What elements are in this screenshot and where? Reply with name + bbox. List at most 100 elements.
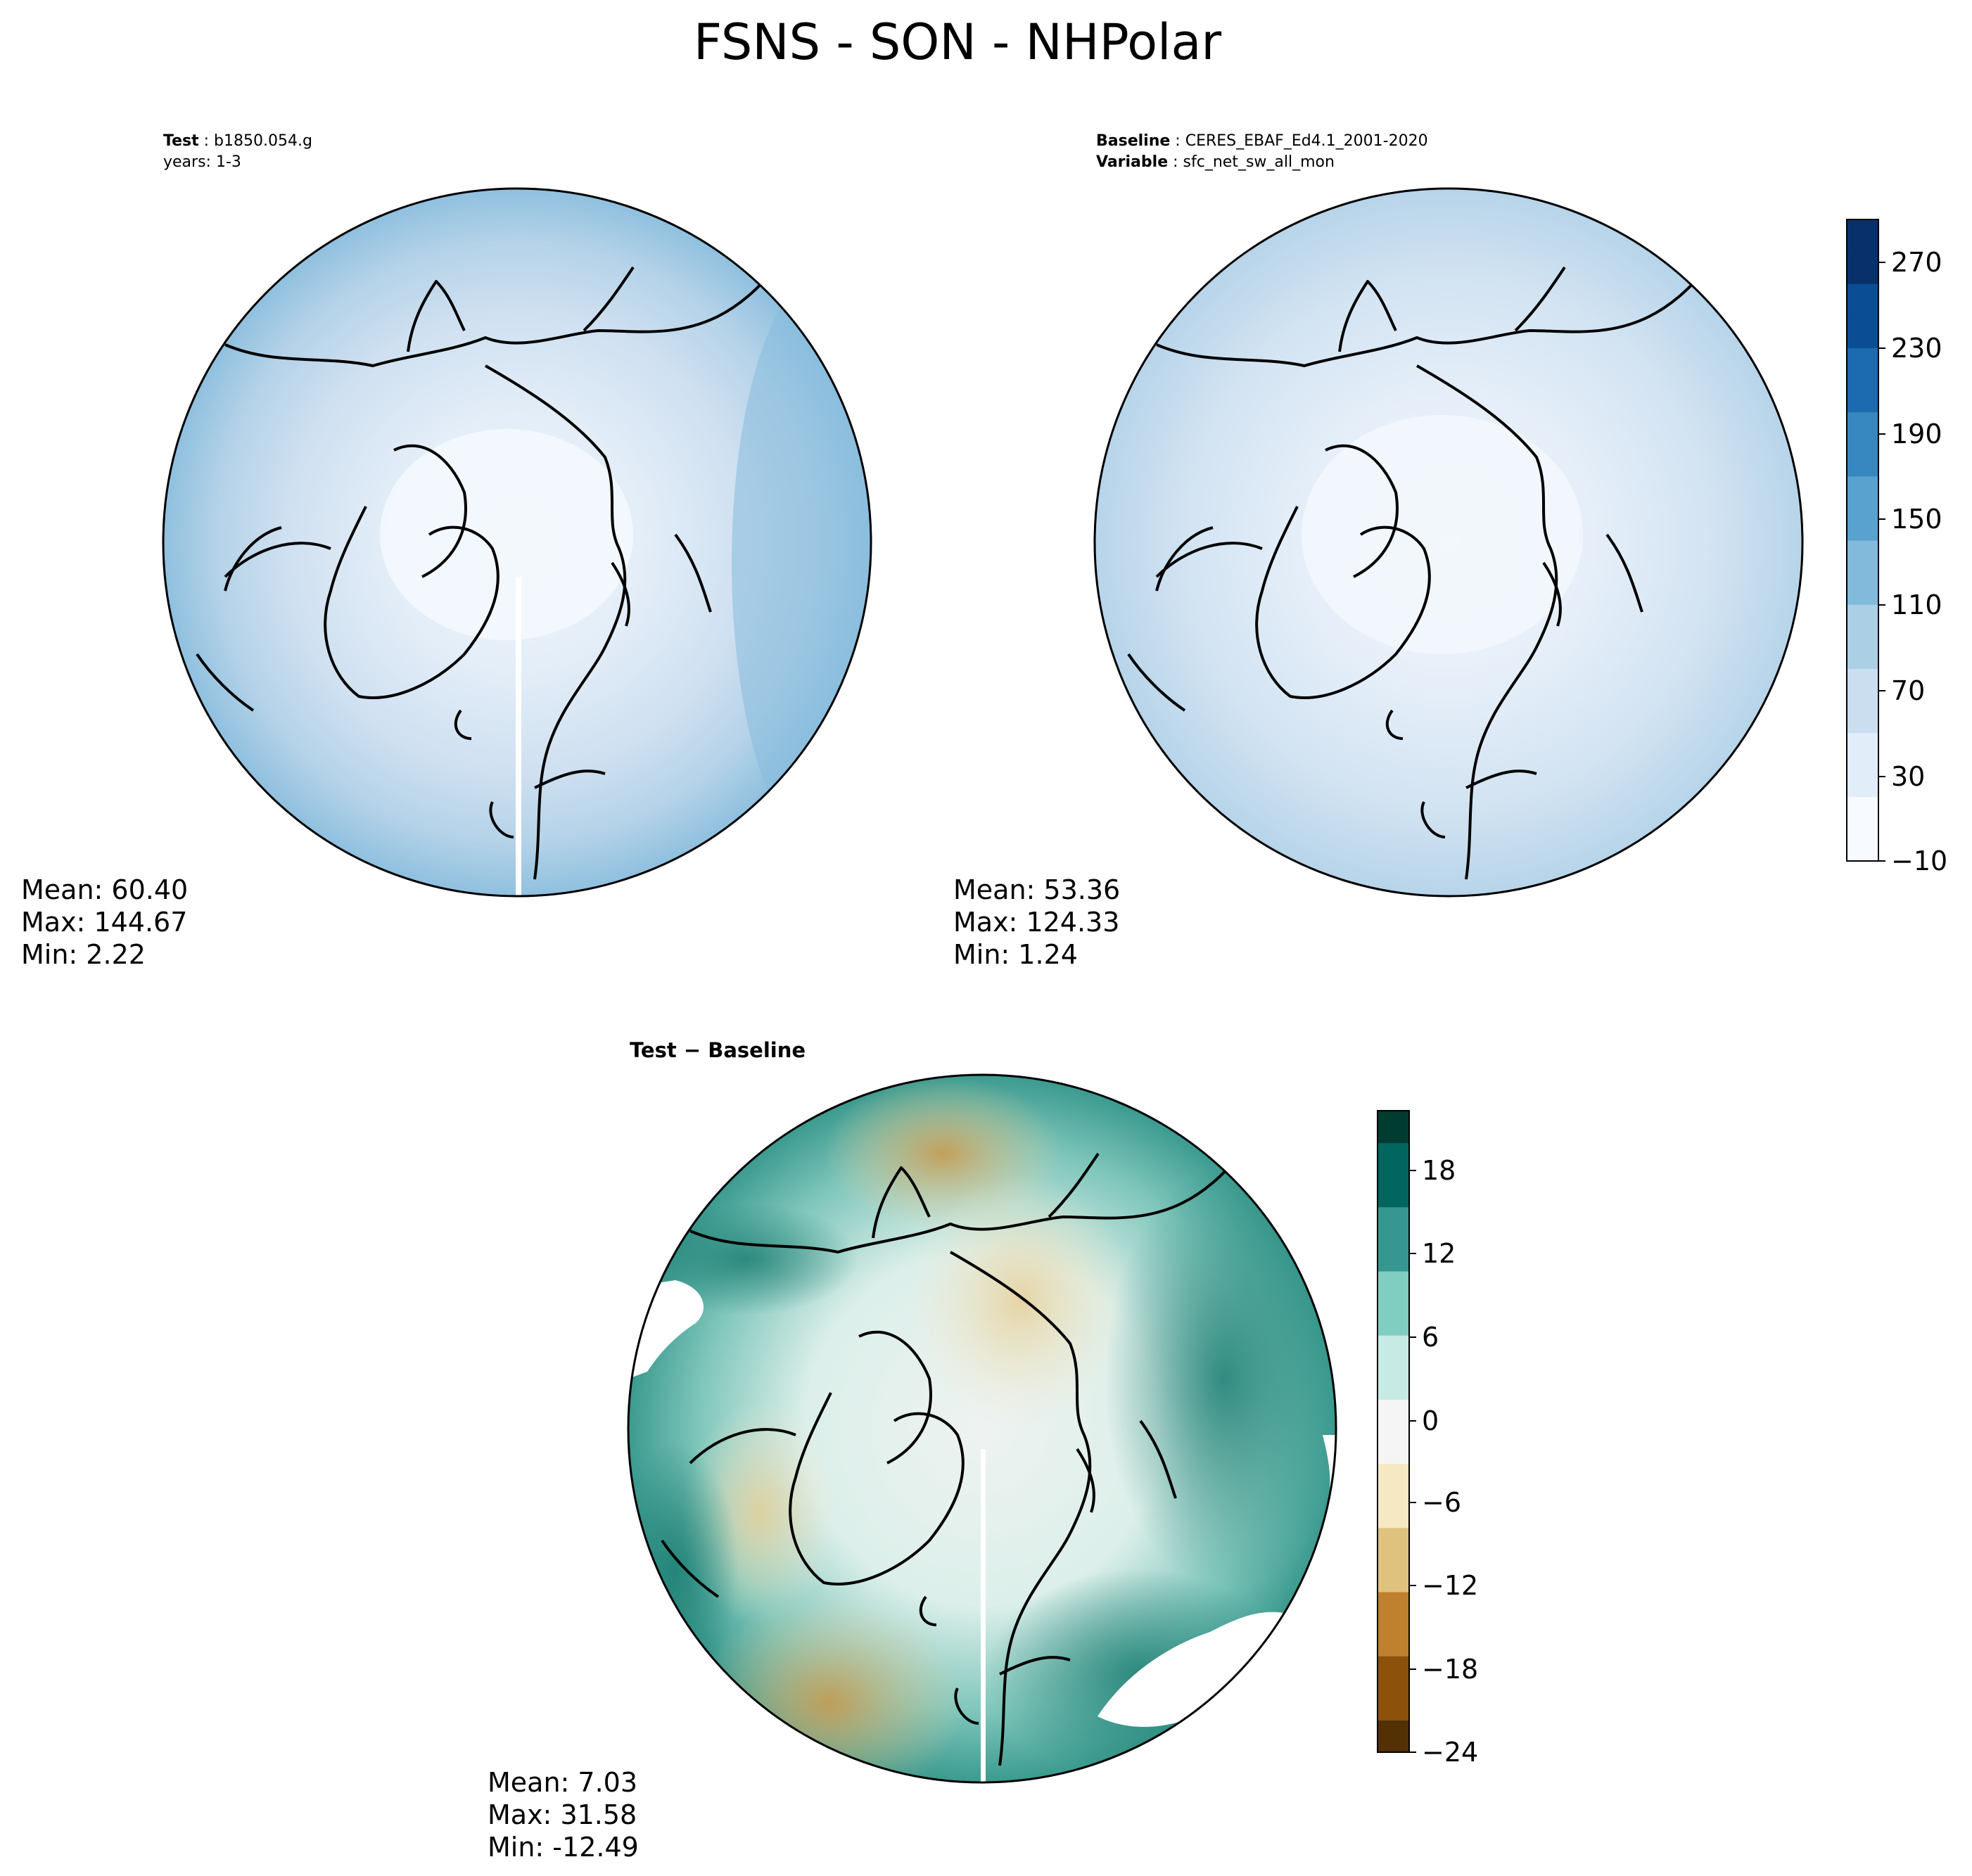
baseline-min: Min: 1.24 bbox=[953, 939, 1078, 970]
field-colorbar-segment bbox=[1847, 476, 1878, 509]
field-colorbar-segment bbox=[1847, 604, 1878, 637]
test-map-border bbox=[162, 187, 872, 898]
diff-map-pos-right bbox=[1105, 1168, 1336, 1590]
diff-colorbar-segment bbox=[1378, 1399, 1409, 1432]
baseline-label: Baseline : CERES_EBAF_Ed4.1_2001-2020 bbox=[1096, 132, 1428, 150]
test-map bbox=[163, 189, 871, 896]
diff-colorbar-segment bbox=[1378, 1206, 1409, 1239]
diff-map-neg-center bbox=[908, 1175, 1133, 1428]
test-mean: Mean: 60.40 bbox=[21, 874, 188, 905]
diff-colorbar-segment bbox=[1378, 1335, 1409, 1368]
field-colorbar-tick-label: 150 bbox=[1891, 504, 1942, 535]
diff-colorbar-ticks: 18 12 6 0 −6 −12 −18 −24 bbox=[1409, 1155, 1478, 1768]
figure-title: FSNS - SON - NHPolar bbox=[694, 13, 1222, 71]
diff-colorbar-frame bbox=[1377, 1110, 1410, 1753]
field-colorbar-segment bbox=[1847, 380, 1878, 413]
diff-coastlines bbox=[661, 1152, 1237, 1766]
diff-colorbar-segment bbox=[1378, 1495, 1409, 1529]
baseline-panel: Baseline : CERES_EBAF_Ed4.1_2001-2020 Va… bbox=[953, 132, 1804, 970]
diff-colorbar-segment bbox=[1378, 1592, 1409, 1625]
field-colorbar-tick-label: 190 bbox=[1891, 419, 1942, 449]
field-colorbar-segment bbox=[1847, 540, 1878, 573]
diff-colorbar-tick-label: 0 bbox=[1422, 1405, 1439, 1436]
diff-colorbar-tick-label: −12 bbox=[1422, 1570, 1478, 1601]
diff-colorbar-tick-label: −6 bbox=[1422, 1487, 1461, 1518]
field-colorbar-segment bbox=[1847, 636, 1878, 669]
diff-colorbar-tick-label: −24 bbox=[1422, 1737, 1478, 1768]
field-colorbar-segment bbox=[1847, 701, 1878, 734]
diff-colorbar-segment bbox=[1378, 1142, 1409, 1175]
diff-colorbar-segment bbox=[1378, 1303, 1409, 1336]
field-colorbar-segment bbox=[1847, 796, 1878, 829]
diff-colorbar-segment bbox=[1378, 1367, 1409, 1400]
field-colorbar-tick-label: 110 bbox=[1891, 589, 1942, 620]
test-coastlines bbox=[196, 266, 772, 880]
field-colorbar-segment bbox=[1847, 829, 1878, 862]
diff-map-seam bbox=[981, 1449, 986, 1782]
field-colorbar-segment bbox=[1847, 219, 1878, 253]
field-colorbar-segment bbox=[1847, 508, 1878, 541]
baseline-coastlines bbox=[1127, 266, 1703, 880]
field-colorbar-tick-label: 30 bbox=[1891, 761, 1925, 792]
diff-colorbar-segment bbox=[1378, 1111, 1409, 1144]
field-colorbar-segment bbox=[1847, 283, 1878, 317]
field-colorbar-ticks: 270 230 190 150 110 70 30 −10 bbox=[1878, 247, 1947, 876]
field-colorbar-tick-label: −10 bbox=[1891, 846, 1947, 876]
field-colorbar-segment bbox=[1847, 411, 1878, 445]
field-colorbar-tick-label: 70 bbox=[1891, 675, 1925, 706]
field-colorbar-segment bbox=[1847, 444, 1878, 477]
test-label: Test : b1850.054.g bbox=[163, 132, 312, 150]
diff-colorbar-tick-label: 12 bbox=[1422, 1238, 1456, 1269]
baseline-variable-label: Variable : sfc_net_sw_all_mon bbox=[1096, 153, 1335, 171]
baseline-map-border bbox=[1093, 187, 1804, 898]
field-colorbar-segment bbox=[1847, 668, 1878, 701]
diff-colorbar-segment bbox=[1378, 1527, 1409, 1560]
diff-colorbar-segment bbox=[1378, 1656, 1409, 1689]
diff-max: Max: 31.58 bbox=[488, 1799, 637, 1830]
test-max: Max: 144.67 bbox=[21, 907, 187, 938]
diff-map-missing-right bbox=[1098, 1612, 1302, 1727]
baseline-map bbox=[1095, 189, 1802, 896]
diff-colorbar-segment bbox=[1378, 1431, 1409, 1465]
diff-colorbar-tick-label: 18 bbox=[1422, 1155, 1456, 1186]
diff-panel: Test − Baseline bbox=[488, 1038, 1337, 1863]
diff-colorbar-tick-label: 6 bbox=[1422, 1322, 1439, 1353]
diff-colorbar-segment bbox=[1378, 1623, 1409, 1657]
test-map-band bbox=[732, 267, 871, 858]
field-colorbar-segment bbox=[1847, 765, 1878, 798]
field-colorbar-segment bbox=[1847, 572, 1878, 605]
test-map-seam bbox=[516, 577, 521, 896]
field-colorbar-tick-label: 230 bbox=[1891, 333, 1942, 364]
diff-colorbar: 18 12 6 0 −6 −12 −18 −24 bbox=[1377, 1110, 1478, 1768]
diff-colorbar-segment bbox=[1378, 1559, 1409, 1593]
diff-colorbar-segment bbox=[1378, 1687, 1409, 1721]
test-years-label: years: 1-3 bbox=[163, 153, 241, 171]
diff-map-border bbox=[627, 1073, 1337, 1784]
diff-mean: Mean: 7.03 bbox=[488, 1767, 637, 1798]
diff-map bbox=[628, 1075, 1336, 1782]
diff-min: Min: -12.49 bbox=[488, 1832, 639, 1863]
field-colorbar-segment bbox=[1847, 315, 1878, 348]
diff-colorbar-segment bbox=[1378, 1720, 1409, 1753]
baseline-map-pole bbox=[1302, 415, 1583, 654]
field-colorbar-segment bbox=[1847, 347, 1878, 381]
diff-colorbar-segment bbox=[1378, 1239, 1409, 1272]
diff-colorbar-tick-label: −18 bbox=[1422, 1654, 1478, 1685]
baseline-mean: Mean: 53.36 bbox=[953, 874, 1120, 905]
diff-colorbar-segment bbox=[1378, 1271, 1409, 1304]
diff-colorbar-segments bbox=[1378, 1111, 1409, 1753]
diff-colorbar-segment bbox=[1378, 1463, 1409, 1496]
field-colorbar: 270 230 190 150 110 70 30 −10 bbox=[1846, 219, 1947, 876]
diff-colorbar-segment bbox=[1378, 1175, 1409, 1208]
field-colorbar-segment bbox=[1847, 251, 1878, 284]
baseline-max: Max: 124.33 bbox=[953, 907, 1119, 938]
test-panel: Test : b1850.054.g years: 1-3 bbox=[21, 132, 872, 970]
field-colorbar-segments bbox=[1847, 219, 1878, 862]
diff-map-neg-lower bbox=[696, 1597, 964, 1782]
test-map-pole bbox=[380, 429, 633, 640]
field-colorbar-frame bbox=[1846, 219, 1879, 862]
field-colorbar-tick-label: 270 bbox=[1891, 247, 1942, 278]
test-min: Min: 2.22 bbox=[21, 939, 146, 970]
field-colorbar-segment bbox=[1847, 732, 1878, 765]
